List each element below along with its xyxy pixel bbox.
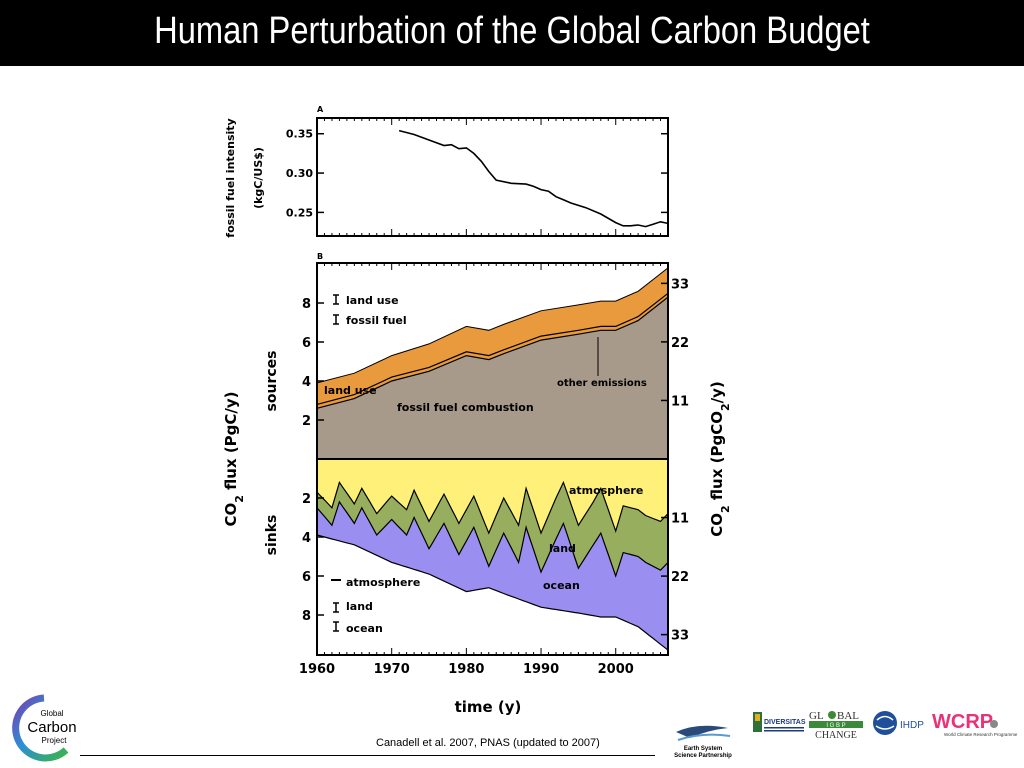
label-land-use-area: land use bbox=[324, 384, 377, 397]
wcrp-subtitle: World Climate Research Programme bbox=[944, 732, 1018, 737]
atmosphere-area bbox=[317, 459, 668, 534]
sources-ytick-label: 8 bbox=[302, 297, 311, 312]
panel-b-letter: B bbox=[317, 252, 323, 261]
x-tick-label: 1960 bbox=[299, 662, 335, 677]
essp-line-2: Science Partnership bbox=[674, 753, 732, 759]
ihdp-text: IHDP bbox=[900, 720, 924, 731]
igbp-change: CHANGE bbox=[815, 730, 857, 740]
gcp-line-3: Project bbox=[42, 736, 68, 745]
fossil-fuel-area bbox=[317, 297, 668, 459]
sinks-ytick-label: 8 bbox=[302, 609, 311, 624]
fossil-fuel-upper-line bbox=[316, 292, 669, 405]
land-sink-line bbox=[316, 500, 669, 578]
right-sources-ytick-label: 22 bbox=[671, 336, 689, 351]
panel-a-ytick-label: 0.30 bbox=[286, 167, 313, 180]
panel-a-ylabel-units: (kgC/US$) bbox=[252, 147, 265, 209]
total-sources-line bbox=[316, 267, 669, 384]
label-ocean-area: ocean bbox=[543, 579, 580, 592]
left-axis-label: CO2 flux (PgC/y) bbox=[222, 391, 246, 526]
legend-fossil-fuel-glyph bbox=[333, 314, 339, 325]
legend-land-use: land use bbox=[346, 294, 399, 307]
citation: Canadell et al. 2007, PNAS (updated to 2… bbox=[376, 737, 600, 749]
wcrp-logo: WCRP World Climate Research Programme bbox=[932, 711, 1018, 737]
sources-ytick-label: 4 bbox=[302, 375, 311, 390]
panel-a-letter: A bbox=[317, 105, 324, 114]
igbp-gl: GL bbox=[809, 710, 824, 722]
panel-a-ytick-label: 0.35 bbox=[286, 128, 313, 141]
legend-ocean: ocean bbox=[346, 622, 383, 635]
x-tick-label: 1990 bbox=[523, 662, 559, 677]
land-sink-area bbox=[317, 482, 668, 576]
wcrp-text: WCRP bbox=[932, 711, 993, 733]
essp-caption: Earth System Science Partnership bbox=[668, 746, 738, 760]
gcp-line-1: Global bbox=[40, 709, 63, 718]
x-tick-label: 1980 bbox=[448, 662, 484, 677]
essp-line-1: Earth System bbox=[683, 746, 723, 752]
essp-logo bbox=[676, 725, 731, 741]
sources-label: sources bbox=[264, 351, 280, 412]
label-fossil-fuel-combustion: fossil fuel combustion bbox=[397, 401, 534, 414]
ocean-sink-line bbox=[316, 534, 669, 651]
sinks-ytick-label: 6 bbox=[302, 570, 311, 585]
x-axis-label: time (y) bbox=[455, 698, 522, 716]
label-atmosphere-area: atmosphere bbox=[569, 484, 643, 497]
diversitas-logo: DIVERSITAS bbox=[753, 712, 806, 732]
sinks-ytick-label: 2 bbox=[302, 492, 311, 507]
ihdp-logo: IHDP bbox=[873, 711, 924, 735]
igbp-bal: BAL bbox=[837, 710, 859, 722]
sources-ytick-label: 6 bbox=[302, 336, 311, 351]
global-carbon-project-logo: Global Carbon Project bbox=[12, 694, 77, 762]
right-sinks-ytick-label: 33 bbox=[671, 629, 689, 644]
right-axis-label: CO2 flux (PgCO2/y) bbox=[708, 381, 732, 536]
legend-ocean-glyph bbox=[333, 621, 339, 632]
fossil-fuel-line bbox=[316, 296, 669, 409]
right-sources-ytick-label: 11 bbox=[671, 394, 689, 409]
panel-a-frame bbox=[316, 117, 669, 237]
x-tick-label: 1970 bbox=[374, 662, 410, 677]
label-other-emissions: other emissions bbox=[557, 378, 647, 389]
footer-divider bbox=[80, 755, 655, 756]
right-sinks-ytick-label: 11 bbox=[671, 512, 689, 527]
intensity-line bbox=[398, 129, 669, 228]
legend-land-glyph bbox=[333, 602, 339, 613]
panel-a-ylabel: fossil fuel intensity bbox=[224, 118, 237, 237]
label-land-area: land bbox=[549, 542, 576, 555]
legend-fossil-fuel: fossil fuel bbox=[346, 314, 407, 327]
x-tick-label: 2000 bbox=[598, 662, 634, 677]
igbp-logo: GL BAL I G B P CHANGE bbox=[809, 710, 863, 740]
diversitas-text: DIVERSITAS bbox=[764, 719, 806, 726]
atmosphere-line bbox=[316, 480, 669, 535]
legend-land-use-glyph bbox=[333, 294, 339, 305]
legend-land: land bbox=[346, 600, 373, 613]
sources-ytick-label: 2 bbox=[302, 414, 311, 429]
right-sources-ytick-label: 33 bbox=[671, 277, 689, 292]
gcp-line-2: Carbon bbox=[27, 719, 76, 736]
sinks-label: sinks bbox=[264, 515, 280, 556]
sinks-ytick-label: 4 bbox=[302, 531, 311, 546]
title-bar bbox=[0, 0, 1024, 66]
slide-title: Human Perturbation of the Global Carbon … bbox=[154, 10, 870, 52]
panel-a-ytick-label: 0.25 bbox=[286, 206, 313, 219]
right-sinks-ytick-label: 22 bbox=[671, 570, 689, 585]
igbp-letters: I G B P bbox=[826, 723, 845, 729]
legend-atmosphere: atmosphere bbox=[346, 576, 420, 589]
